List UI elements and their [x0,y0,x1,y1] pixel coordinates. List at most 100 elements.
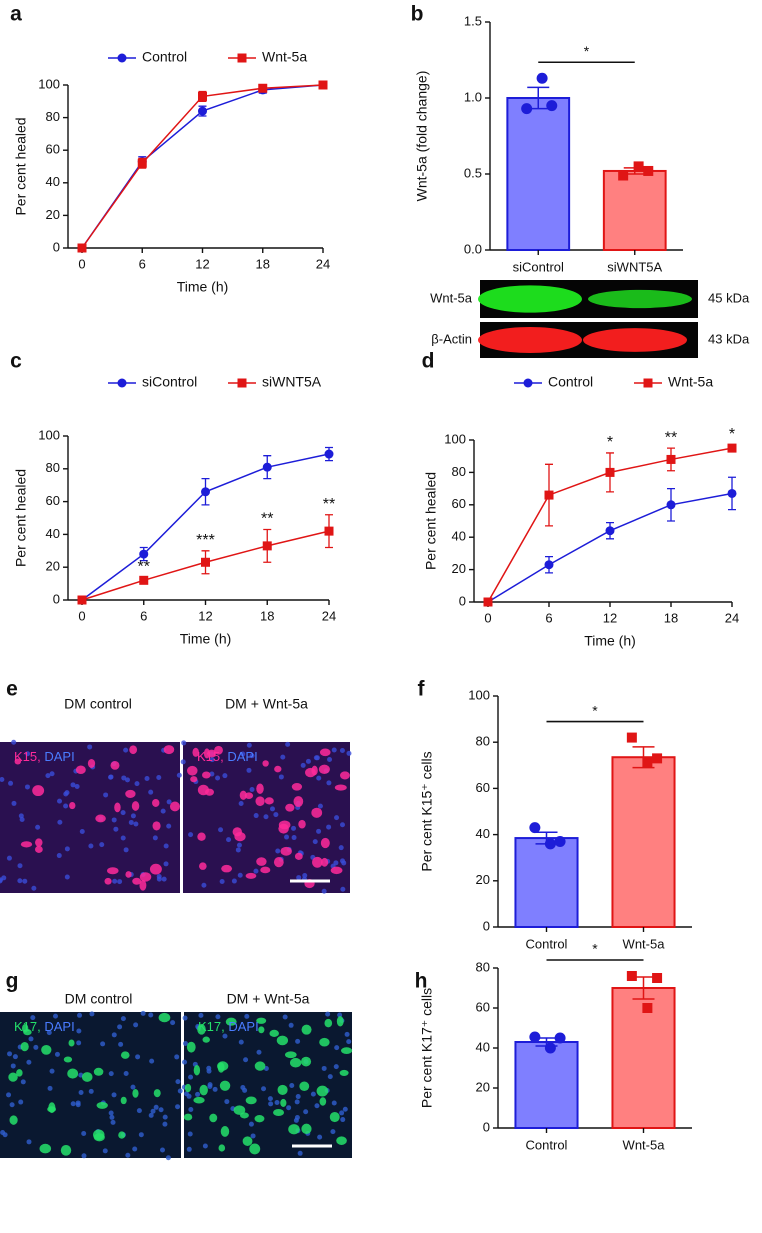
blot-size: 43 kDa [708,331,750,346]
nucleus [338,845,344,851]
blot-band [583,328,687,352]
stained-cell [202,771,211,779]
legend-label: Wnt-5a [262,49,307,65]
x-tick-label: 18 [256,256,270,271]
data-point [554,836,566,848]
nucleus [293,1117,299,1123]
nucleus [186,1146,192,1152]
y-tick-label: 40 [46,174,60,189]
x-tick-label: Control [526,1137,568,1152]
nucleus [289,1083,295,1089]
stained-cell [32,785,45,797]
stained-cell [207,749,217,758]
nucleus [135,1054,141,1060]
nucleus [340,886,346,892]
stained-cell [20,1041,29,1052]
nucleus [76,1028,82,1034]
x-tick-label: 12 [198,608,212,623]
stained-cell [291,783,303,791]
stain-dapi: DAPI [44,749,74,764]
nucleus [123,747,129,753]
y-tick-label: 80 [476,959,490,974]
nucleus [149,1058,155,1064]
nucleus [222,1033,228,1039]
nucleus [181,740,187,746]
nucleus [57,819,63,825]
nucleus [248,1121,254,1127]
nucleus [81,1131,87,1137]
stained-cell [75,765,86,775]
nucleus [120,810,126,816]
micrograph [0,1012,181,1158]
significance: ** [138,558,150,575]
nucleus [177,1088,183,1094]
nucleus [152,835,158,841]
nucleus [334,1045,340,1051]
data-point [626,732,637,743]
stained-cell [319,1097,327,1106]
blot-size: 45 kDa [708,290,750,305]
stained-cell [132,877,142,885]
nucleus [156,775,162,781]
nucleus [337,1012,343,1018]
nucleus [108,1071,114,1077]
y-axis-label: Per cent healed [13,117,29,215]
stained-cell [114,802,121,813]
stained-cell [125,789,136,798]
stained-cell [219,1080,231,1091]
y-tick-label: 0 [53,239,60,254]
stained-cell [132,1088,139,1098]
nucleus [215,1014,221,1020]
x-tick-label: 12 [195,256,209,271]
nucleus [118,1041,124,1047]
y-tick-label: 20 [476,872,490,887]
marker [544,490,554,500]
stain-marker: K17, [198,1019,225,1034]
stained-cell [254,1061,266,1071]
nucleus [175,1079,181,1085]
nucleus [0,1129,6,1135]
stained-cell [254,1115,265,1123]
legend-marker [117,53,127,63]
nucleus [222,773,228,779]
nucleus [325,1011,331,1017]
nucleus [158,1107,164,1113]
stained-cell [305,767,316,778]
stained-cell [199,862,207,870]
nucleus [26,1139,32,1145]
nucleus [7,1051,13,1057]
nucleus [133,1022,139,1028]
stained-cell [187,765,198,776]
stained-cell [301,1123,312,1134]
nucleus [136,1108,142,1114]
x-tick-label: 24 [316,256,330,271]
stained-cell [118,1131,126,1139]
x-tick-label: 0 [78,256,85,271]
nucleus [54,1051,60,1057]
nucleus [26,1059,32,1065]
nucleus [132,1146,138,1152]
stained-cell [197,784,209,796]
significance: ** [665,429,677,446]
marker [139,575,149,585]
nucleus [144,776,150,782]
x-axis-label: Time (h) [180,631,232,647]
stained-cell [209,1113,218,1123]
legend-label: Wnt-5a [668,374,713,390]
stained-cell [269,1029,279,1037]
nucleus [294,1099,300,1105]
x-tick-label: Wnt-5a [623,936,666,951]
nucleus [188,832,194,838]
nucleus [282,1014,288,1020]
marker [727,488,737,498]
stained-cell [256,857,267,866]
marker [666,454,676,464]
stained-cell [245,1096,257,1105]
nucleus [35,824,41,830]
x-tick-label: Wnt-5a [623,1137,666,1152]
stained-cell [183,1113,193,1121]
y-tick-label: 80 [46,109,60,124]
y-tick-label: 20 [46,207,60,222]
blot-band [478,285,582,313]
stained-cell [280,846,292,856]
